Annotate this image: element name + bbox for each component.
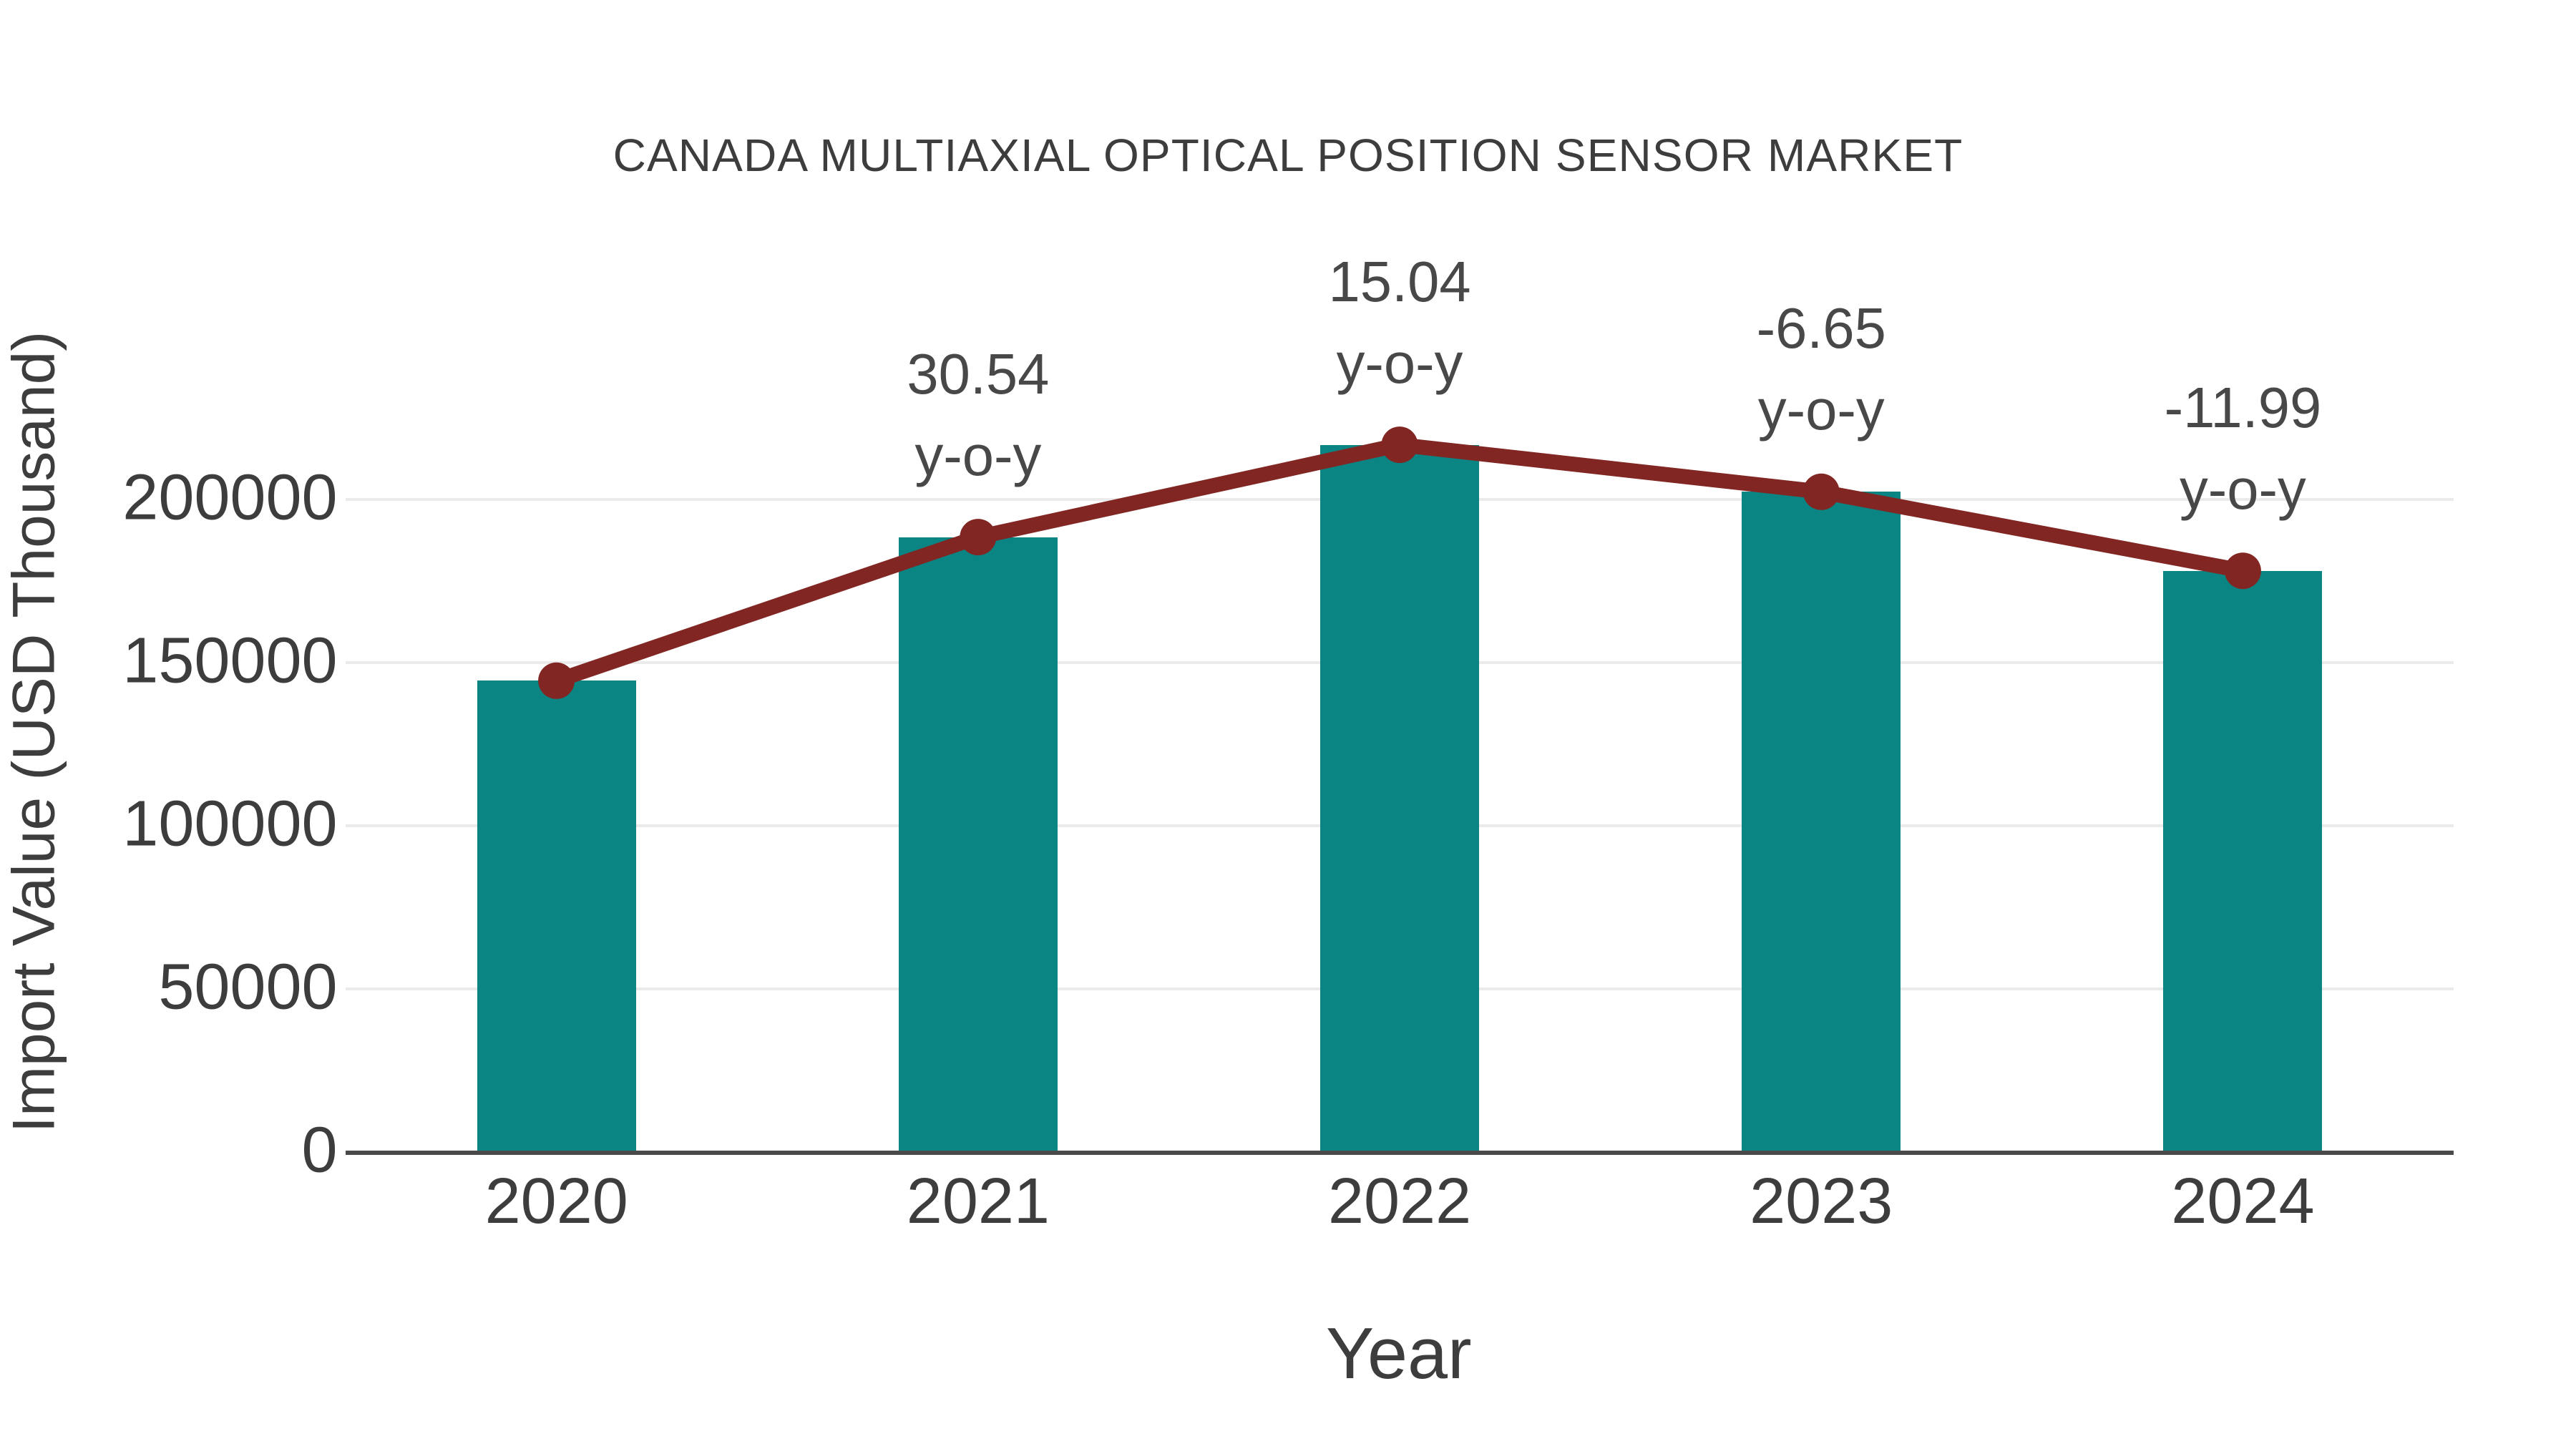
yoy-value: -6.65 [1756,296,1886,361]
bar-2020[interactable] [477,680,636,1151]
trend-line [549,436,2250,688]
yoy-label: y-o-y [1336,331,1463,395]
yoy-annotation-2023: -6.65 y-o-y [1757,288,1886,451]
x-tick-label-2024: 2024 [2171,1166,2315,1238]
y-tick-label: 0 [301,1114,338,1186]
x-tick-label-2021: 2021 [906,1166,1050,1238]
trend-marker-2020[interactable] [538,662,575,699]
yoy-annotation-2024: -11.99 y-o-y [2165,366,2322,530]
y-tick-label: 200000 [122,462,338,534]
x-axis-title: Year [1325,1313,1472,1394]
trend-marker-2021[interactable] [960,519,997,556]
bar-2024[interactable] [2163,570,2323,1151]
trend-marker-2022[interactable] [1381,426,1418,464]
yoy-label: y-o-y [1757,378,1885,442]
yoy-annotation-2022: 15.04 y-o-y [1329,240,1471,404]
bar-2023[interactable] [1742,492,1901,1151]
y-tick-label: 150000 [122,625,338,697]
x-tick-label-2022: 2022 [1327,1166,1472,1238]
yoy-label: y-o-y [914,423,1042,487]
x-tick-label-2023: 2023 [1750,1166,1893,1238]
yoy-label: y-o-y [2180,457,2306,521]
bar-2021[interactable] [898,537,1058,1151]
x-axis-line [346,1151,2454,1155]
trend-marker-2023[interactable] [1802,473,1840,510]
trend-marker-2024[interactable] [2224,552,2261,590]
yoy-annotation-2021: 30.54 y-o-y [907,333,1049,496]
yoy-value: -11.99 [2164,375,2322,439]
y-tick-label: 50000 [158,951,338,1023]
chart-title: CANADA MULTIAXIAL OPTICAL POSITION SENSO… [613,129,1963,181]
bar-2022[interactable] [1320,444,1480,1151]
y-tick-label: 100000 [122,788,338,860]
yoy-value: 15.04 [1328,249,1471,313]
yoy-value: 30.54 [907,341,1050,406]
x-tick-label-2020: 2020 [484,1166,628,1238]
